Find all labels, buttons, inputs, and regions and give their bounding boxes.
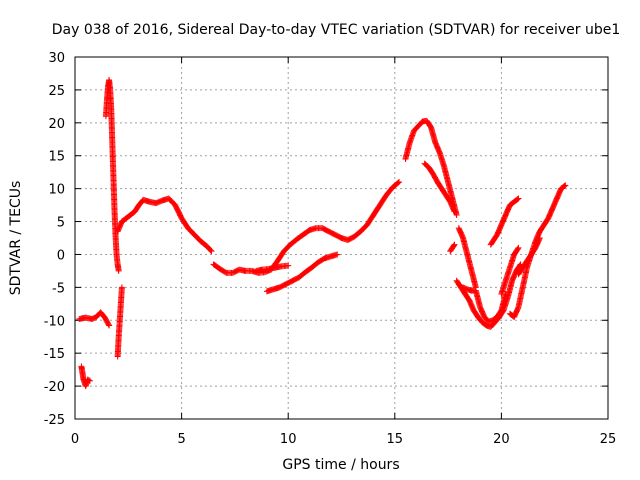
data-point — [450, 242, 457, 249]
data-point — [451, 208, 458, 215]
data-point — [86, 377, 93, 384]
data-point — [334, 251, 341, 258]
y-tick-label: 10 — [48, 183, 65, 198]
data-point — [536, 235, 543, 241]
data-point — [514, 245, 521, 252]
y-tick-label: -5 — [52, 281, 65, 296]
y-tick-label: 25 — [48, 84, 65, 99]
y-tick-label: -10 — [44, 314, 65, 329]
data-point — [515, 195, 522, 202]
data-point — [472, 284, 479, 291]
data-point — [451, 241, 458, 248]
y-tick-label: 15 — [48, 150, 65, 165]
plot-frame — [74, 56, 609, 420]
x-tick-label: 25 — [600, 432, 617, 447]
data-point — [208, 248, 215, 255]
y-tick-label: 30 — [48, 51, 65, 66]
data-points — [76, 77, 569, 390]
x-tick-label: 20 — [493, 432, 510, 447]
data-point — [515, 244, 522, 251]
data-point — [562, 182, 569, 189]
data-point — [85, 377, 92, 384]
x-tick-label: 5 — [177, 432, 185, 447]
data-point — [115, 267, 122, 274]
data-point — [396, 179, 403, 186]
y-tick-label: 0 — [57, 248, 65, 263]
data-point — [561, 183, 568, 190]
data-point — [514, 196, 521, 203]
data-point — [106, 322, 113, 329]
data-point — [285, 262, 292, 269]
y-tick-label: 5 — [57, 216, 65, 231]
data-point — [453, 211, 460, 218]
data-point — [395, 179, 402, 186]
x-tick-label: 0 — [71, 432, 79, 447]
data-point — [207, 247, 214, 254]
x-axis-title: GPS time / hours — [282, 457, 399, 473]
axis-ticks: 0 5 10 15 20 25 -25 -20 -15 -10 -5 0 5 10 15 20 25 30 — [44, 51, 617, 447]
data-point — [118, 284, 125, 291]
grid-lines — [75, 57, 608, 419]
y-tick-label: -15 — [44, 347, 65, 362]
y-tick-label: -20 — [44, 380, 65, 395]
data-point — [105, 321, 112, 328]
y-tick-label: -25 — [44, 413, 65, 428]
x-tick-label: 15 — [387, 432, 404, 447]
y-tick-label: 20 — [48, 117, 65, 132]
x-tick-label: 10 — [280, 432, 297, 447]
chart-title: Day 038 of 2016, Sidereal Day-to-day VTE… — [52, 22, 621, 38]
y-axis-title: SDTVAR / TECUs — [8, 181, 24, 296]
